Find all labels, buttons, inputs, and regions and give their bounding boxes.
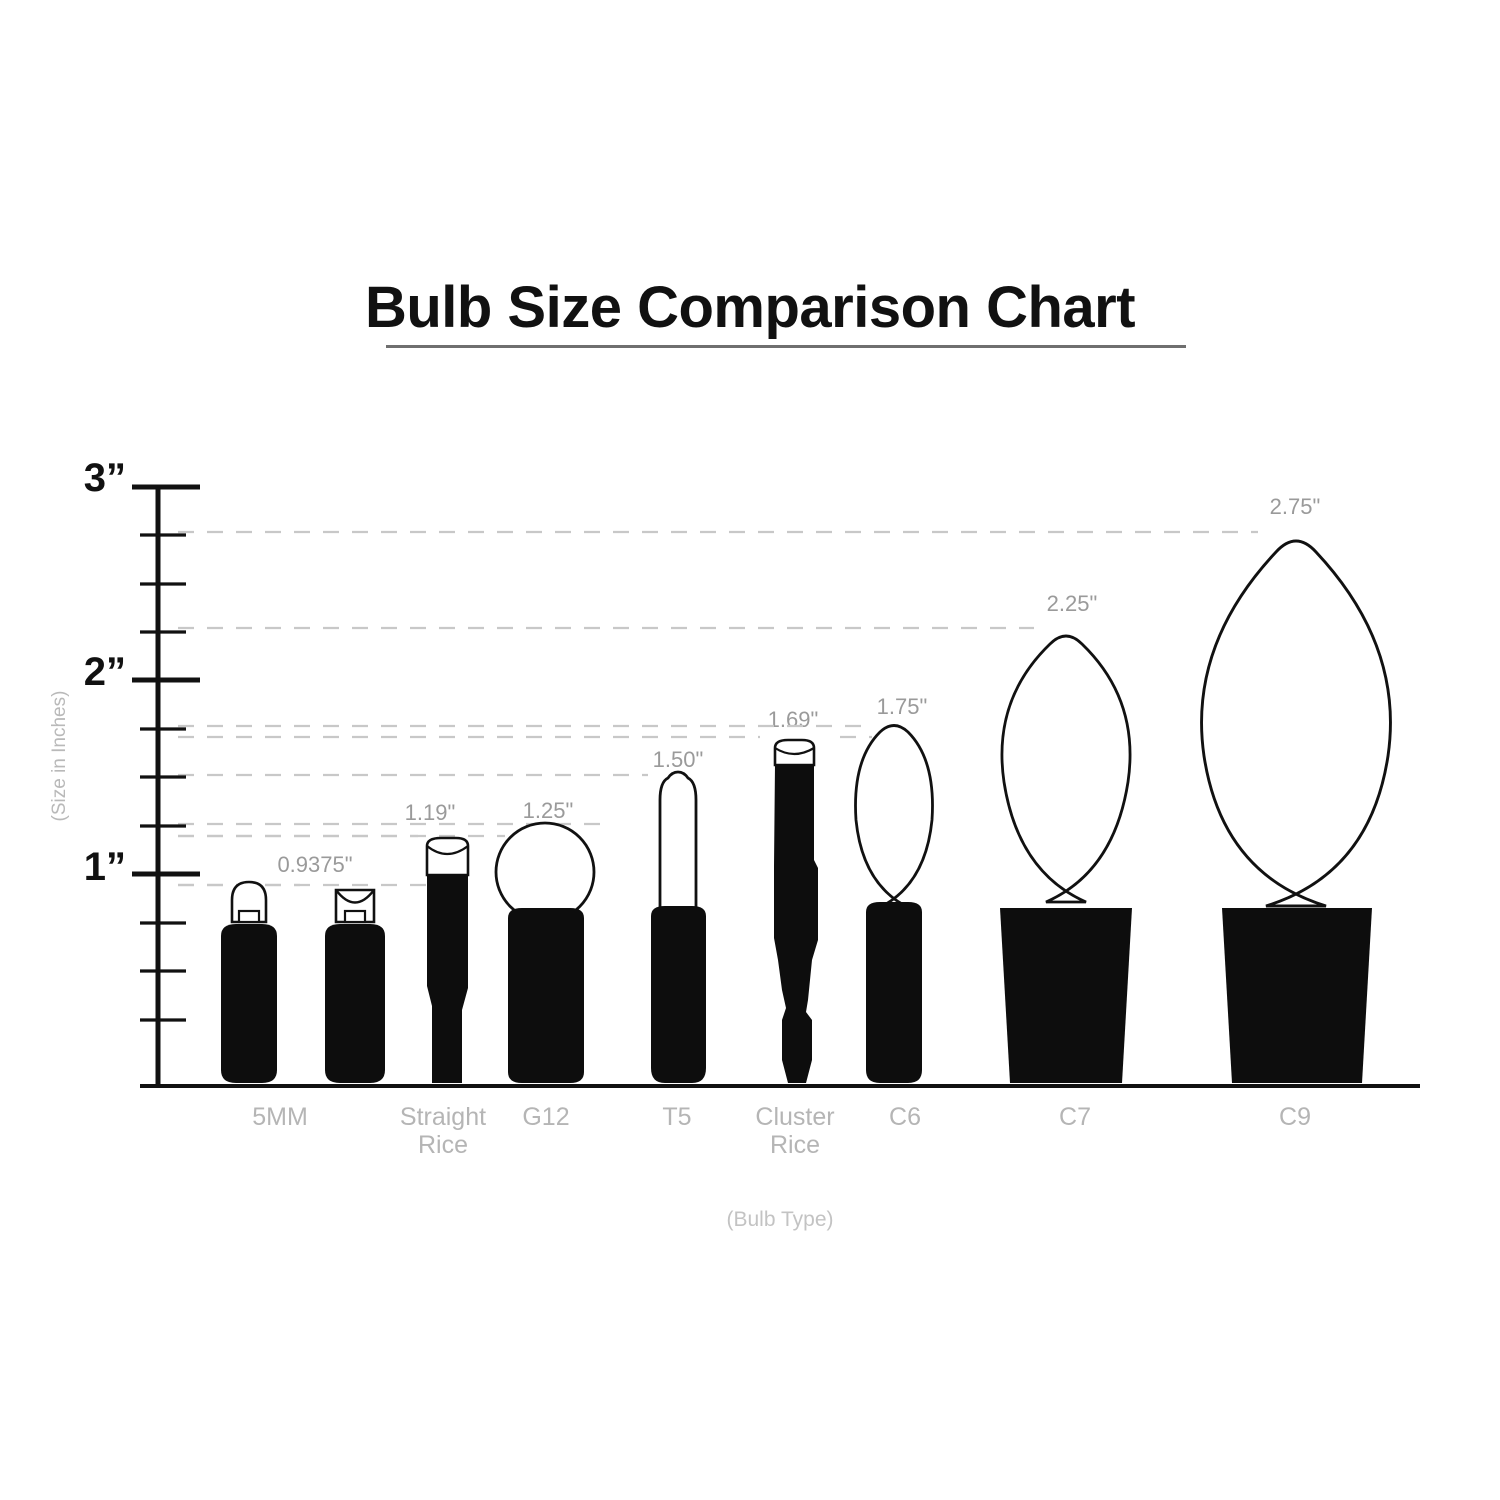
y-axis-minor-ticks	[140, 533, 186, 1022]
title-underline	[386, 345, 1186, 348]
size-label-5mm: 0.9375"	[277, 852, 353, 877]
bulb-g12-base	[508, 908, 584, 1083]
category-label-t5: T5	[662, 1103, 692, 1131]
bulb-c6-base	[866, 902, 922, 1083]
category-label-c7: C7	[1059, 1103, 1091, 1131]
size-label-g12: 1.25"	[522, 798, 574, 823]
category-label-g12: G12	[522, 1103, 570, 1131]
bulb-g12	[494, 821, 596, 1083]
bulb-t5-base	[651, 906, 706, 1083]
size-label-straight-rice: 1.19"	[404, 800, 456, 825]
category-label-cluster-rice: Cluster Rice	[755, 1103, 835, 1159]
bulb-cluster-rice	[773, 738, 818, 1083]
bulb-g12-globe	[494, 821, 596, 923]
category-label-c6: C6	[889, 1103, 921, 1131]
bulb-5mm	[221, 880, 385, 1083]
y-tick-label-2in: 2”	[83, 650, 126, 694]
size-label-c9: 2.75"	[1269, 494, 1321, 519]
size-label-c7: 2.25"	[1046, 591, 1098, 616]
bulb-c9-base	[1222, 908, 1372, 1083]
size-label-c6: 1.75"	[876, 694, 928, 719]
x-axis-label: (Bulb Type)	[726, 1208, 834, 1231]
bulb-5mm-flat-reflector	[335, 889, 375, 904]
bulb-c9	[1200, 539, 1392, 1083]
page-title: Bulb Size Comparison Chart	[364, 275, 1136, 340]
bulb-c7-glass	[1000, 634, 1132, 904]
y-axis-major-ticks	[132, 484, 200, 877]
bulb-c7	[1000, 634, 1132, 1083]
bulb-5mm-flat-base	[325, 924, 385, 1083]
category-label-c9: C9	[1279, 1103, 1311, 1131]
bulb-straight-rice-tip-curve	[426, 845, 469, 856]
bulb-t5-tube	[658, 770, 698, 914]
y-tick-label-3in: 3”	[83, 456, 126, 500]
bulb-c6	[854, 724, 934, 1083]
size-label-cluster-rice: 1.69"	[767, 707, 819, 732]
category-label-straight-rice: Straight Rice	[399, 1103, 487, 1159]
size-label-t5: 1.50"	[652, 747, 704, 772]
bulb-c9-glass	[1200, 539, 1392, 908]
bulb-straight-rice-body	[427, 874, 468, 1083]
bulb-c7-base	[1000, 908, 1132, 1083]
bulb-cluster-rice-tip	[773, 738, 816, 767]
bulb-5mm-dome-filament	[237, 909, 261, 924]
category-label-5mm: 5MM	[252, 1103, 308, 1131]
bulb-straight-rice-tip	[425, 836, 470, 877]
bulb-straight-rice	[425, 836, 470, 1083]
bulb-cluster-rice-tip-curve	[774, 747, 815, 756]
bulb-5mm-dome-base	[221, 924, 277, 1083]
bulb-t5	[651, 770, 706, 1083]
bulb-5mm-flat-filament	[343, 909, 367, 924]
y-tick-label-1in: 1”	[83, 845, 126, 889]
bulb-c6-glass	[854, 724, 934, 906]
bulb-cluster-rice-body	[774, 764, 818, 1083]
